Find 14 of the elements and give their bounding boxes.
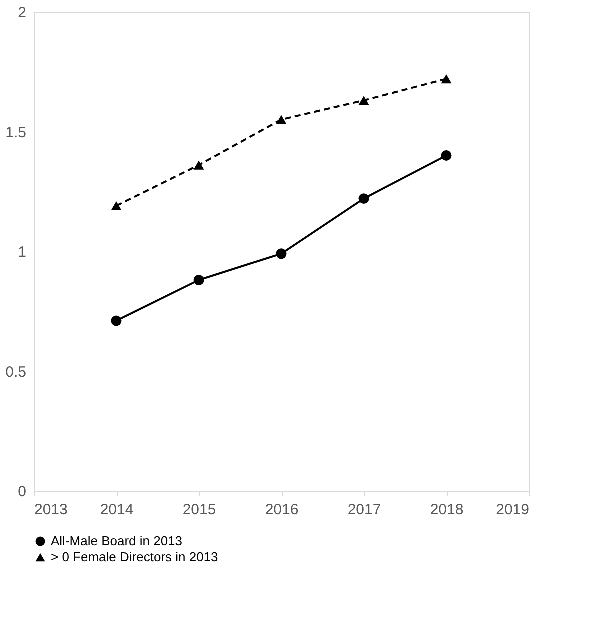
legend-label: All-Male Board in 2013 [51,534,183,548]
y-tick-label: 0 [18,484,26,500]
y-tick-label: 2 [18,4,26,22]
x-tick-label: 2017 [348,502,382,518]
x-tick-label: 2016 [265,502,299,518]
y-tick-label: 1 [18,244,26,261]
x-tick-label: 2015 [182,502,216,518]
x-tick-label: 2018 [430,502,464,518]
x-tick-label: 2019 [496,502,530,518]
y-tick-label: 0.5 [6,364,26,381]
x-tick-label: 2013 [34,502,68,518]
x-tick-label: 2014 [100,502,134,518]
y-tick-label: 1.5 [6,124,26,142]
legend-label: > 0 Female Directors in 2013 [51,550,218,564]
